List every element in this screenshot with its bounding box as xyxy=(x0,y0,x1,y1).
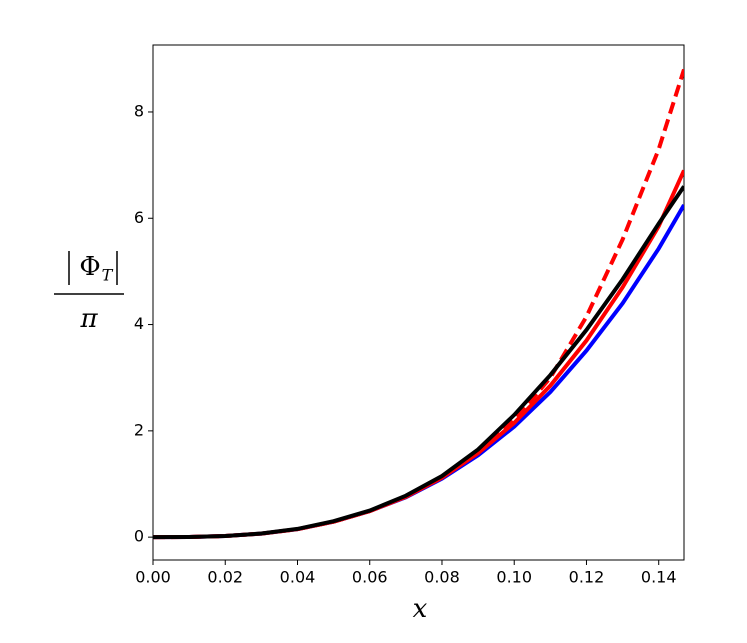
y-tick-label: 8 xyxy=(134,101,144,120)
y-label-subscript: T xyxy=(102,266,114,285)
y-label-numerator: Φ xyxy=(79,252,100,282)
y-tick-label: 0 xyxy=(134,527,144,546)
x-tick-label: 0.00 xyxy=(135,568,171,587)
y-tick-label: 4 xyxy=(134,314,144,333)
y-tick-label: 6 xyxy=(134,208,144,227)
x-tick-label: 0.14 xyxy=(641,568,677,587)
line-series xyxy=(153,169,684,540)
x-axis-label: x xyxy=(413,594,428,624)
x-tick-label: 0.02 xyxy=(207,568,243,587)
x-tick-label: 0.06 xyxy=(352,568,388,587)
x-tick-label: 0.04 xyxy=(280,568,316,587)
line-series xyxy=(153,185,684,540)
y-axis-label: Φ T π xyxy=(54,251,124,334)
x-tick-label: 0.12 xyxy=(569,568,605,587)
x-tick-label: 0.08 xyxy=(424,568,460,587)
x-tick-label: 0.10 xyxy=(496,568,532,587)
y-label-denominator: π xyxy=(79,304,98,334)
y-tick-label: 2 xyxy=(134,420,144,439)
plot-frame xyxy=(152,44,685,561)
